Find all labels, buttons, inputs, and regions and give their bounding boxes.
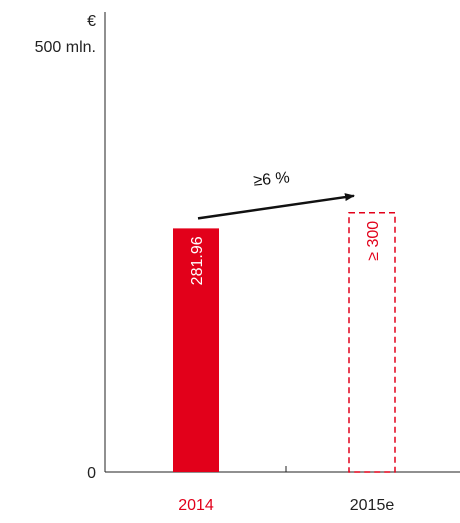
y-axis-zero-label: 0	[87, 465, 96, 482]
x-tick-label-2015e: 2015e	[350, 497, 395, 514]
bar-value-label-2015e: ≥ 300	[365, 221, 382, 261]
bar-2015e	[348, 212, 396, 473]
x-tick-label-2014: 2014	[178, 497, 214, 514]
bar-2014	[173, 228, 219, 472]
y-axis-max-label: 500 mln.	[35, 39, 96, 56]
growth-annotation: ≥6 %	[253, 169, 291, 189]
growth-arrow	[197, 193, 355, 220]
bar-value-label-2014: 281.96	[189, 236, 206, 285]
y-axis-currency-label: €	[87, 13, 96, 30]
